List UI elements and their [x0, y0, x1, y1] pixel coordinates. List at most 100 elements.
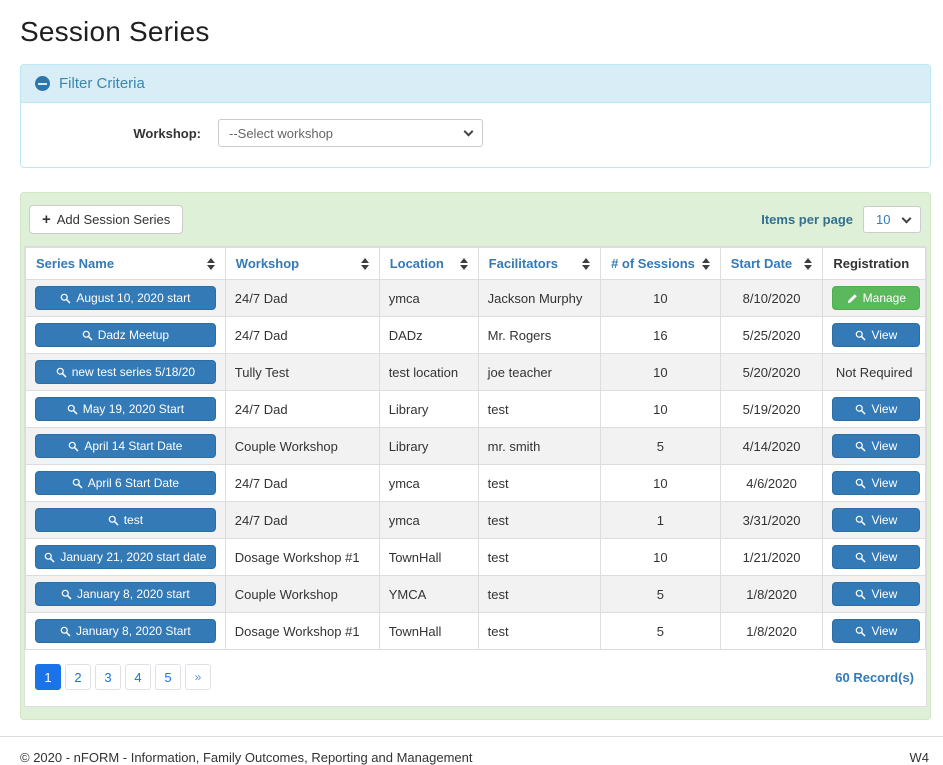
sessions-count-cell: 5: [600, 427, 721, 465]
minus-circle-icon: [35, 76, 50, 91]
column-header-label: Start Date: [730, 256, 793, 271]
workshop-cell: Tully Test: [224, 353, 380, 391]
registration-button-label: Manage: [862, 291, 907, 305]
series-name-label: new test series 5/18/20: [71, 365, 196, 379]
registration-status-text: Not Required: [835, 364, 913, 380]
series-name-button[interactable]: April 14 Start Date: [35, 434, 216, 458]
location-cell: DADz: [378, 316, 479, 354]
session-series-card: + Add Session Series Items per page 10: [20, 192, 931, 720]
location-cell: test location: [378, 353, 479, 391]
search-icon: [856, 441, 866, 451]
series-name-button[interactable]: August 10, 2020 start: [35, 286, 216, 310]
column-header-location[interactable]: Location: [378, 247, 479, 280]
pagination-next-button[interactable]: »: [185, 664, 211, 690]
series-name-label: April 14 Start Date: [84, 439, 183, 453]
registration-cell: View: [822, 427, 926, 465]
table-header-row: Series Name Workshop Location Facilitators #…: [25, 247, 926, 280]
sort-icon[interactable]: [582, 257, 591, 270]
session-table-body: August 10, 2020 start 24/7 Dad ymca Jackson…: [25, 279, 926, 650]
series-name-button[interactable]: January 8, 2020 start: [35, 582, 216, 606]
search-icon: [60, 626, 71, 636]
registration-cell: View: [822, 538, 926, 576]
view-registration-button[interactable]: View: [832, 545, 921, 569]
column-header-of-sessions[interactable]: # of Sessions: [600, 247, 721, 280]
column-header-registration: Registration: [822, 247, 926, 280]
view-registration-button[interactable]: View: [832, 323, 921, 347]
workshop-cell: 24/7 Dad: [224, 390, 380, 428]
location-cell: TownHall: [378, 538, 479, 576]
series-name-cell: May 19, 2020 Start: [25, 390, 226, 428]
registration-cell: Not Required: [822, 353, 926, 391]
table-row: test 24/7 Dad ymca test 1 3/31/2020 View: [25, 501, 926, 539]
series-name-button[interactable]: April 6 Start Date: [35, 471, 216, 495]
search-icon: [856, 589, 866, 599]
items-per-page-select[interactable]: 10: [863, 206, 921, 233]
location-cell: YMCA: [378, 575, 479, 613]
registration-cell: Manage: [822, 279, 926, 317]
column-header-facilitators[interactable]: Facilitators: [477, 247, 602, 280]
column-header-series-name[interactable]: Series Name: [25, 247, 226, 280]
sessions-count-cell: 10: [600, 538, 721, 576]
registration-button-label: View: [871, 328, 898, 342]
sessions-count-cell: 16: [600, 316, 721, 354]
view-registration-button[interactable]: View: [832, 619, 921, 643]
add-session-series-button[interactable]: + Add Session Series: [29, 205, 184, 234]
workshop-cell: Couple Workshop: [224, 575, 380, 613]
search-icon: [108, 515, 119, 525]
registration-button-label: View: [871, 624, 898, 638]
view-registration-button[interactable]: View: [832, 508, 921, 532]
items-per-page-select-wrap: 10: [863, 206, 921, 233]
sort-icon[interactable]: [459, 257, 468, 270]
column-header-start-date[interactable]: Start Date: [719, 247, 824, 280]
series-name-button[interactable]: Dadz Meetup: [35, 323, 216, 347]
view-registration-button[interactable]: View: [832, 397, 921, 421]
sort-icon[interactable]: [701, 257, 710, 270]
filter-criteria-header[interactable]: Filter Criteria: [21, 65, 930, 103]
view-registration-button[interactable]: View: [832, 582, 921, 606]
series-name-button[interactable]: May 19, 2020 Start: [35, 397, 216, 421]
registration-cell: View: [822, 612, 926, 650]
facilitators-cell: test: [477, 464, 602, 502]
footer-copyright: © 2020 - nFORM - Information, Family Out…: [20, 750, 473, 765]
series-name-label: Dadz Meetup: [97, 328, 170, 342]
location-cell: ymca: [378, 279, 479, 317]
series-name-label: May 19, 2020 Start: [82, 402, 185, 416]
table-footer: 1 2 3 4 5» 60 Record(s): [25, 650, 926, 706]
registration-button-label: View: [871, 550, 898, 564]
pagination-page-1[interactable]: 1: [35, 664, 61, 690]
search-icon: [72, 478, 83, 488]
workshop-select[interactable]: --Select workshop: [218, 119, 483, 147]
sessions-count-cell: 10: [600, 390, 721, 428]
series-name-cell: new test series 5/18/20: [25, 353, 226, 391]
sort-icon[interactable]: [206, 257, 215, 270]
view-registration-button[interactable]: View: [832, 471, 921, 495]
pagination-page-4[interactable]: 4: [125, 664, 151, 690]
series-name-button[interactable]: new test series 5/18/20: [35, 360, 216, 384]
filter-criteria-body: Workshop: --Select workshop: [21, 103, 930, 167]
column-header-label: # of Sessions: [611, 256, 695, 271]
table-toolbar: + Add Session Series Items per page 10: [24, 205, 927, 246]
view-registration-button[interactable]: View: [832, 434, 921, 458]
registration-button-label: View: [871, 402, 898, 416]
workshop-cell: 24/7 Dad: [224, 464, 380, 502]
registration-cell: View: [822, 575, 926, 613]
column-header-workshop[interactable]: Workshop: [224, 247, 380, 280]
session-series-table: Series Name Workshop Location Facilitators #…: [25, 247, 926, 650]
series-name-label: August 10, 2020 start: [76, 291, 191, 305]
pagination-page-5[interactable]: 5: [155, 664, 181, 690]
series-name-button[interactable]: January 8, 2020 Start: [35, 619, 216, 643]
manage-registration-button[interactable]: Manage: [832, 286, 921, 310]
series-name-button[interactable]: test: [35, 508, 216, 532]
sort-icon[interactable]: [360, 257, 369, 270]
registration-button-label: View: [871, 587, 898, 601]
series-name-button[interactable]: January 21, 2020 start date: [35, 545, 216, 569]
start-date-cell: 3/31/2020: [719, 501, 824, 539]
pagination-page-2[interactable]: 2: [65, 664, 91, 690]
page-footer: © 2020 - nFORM - Information, Family Out…: [0, 736, 943, 765]
pagination-page-3[interactable]: 3: [95, 664, 121, 690]
facilitators-cell: test: [477, 575, 602, 613]
search-icon: [856, 626, 866, 636]
column-header-label: Location: [389, 256, 444, 271]
registration-button-label: View: [871, 439, 898, 453]
sort-icon[interactable]: [804, 257, 813, 270]
